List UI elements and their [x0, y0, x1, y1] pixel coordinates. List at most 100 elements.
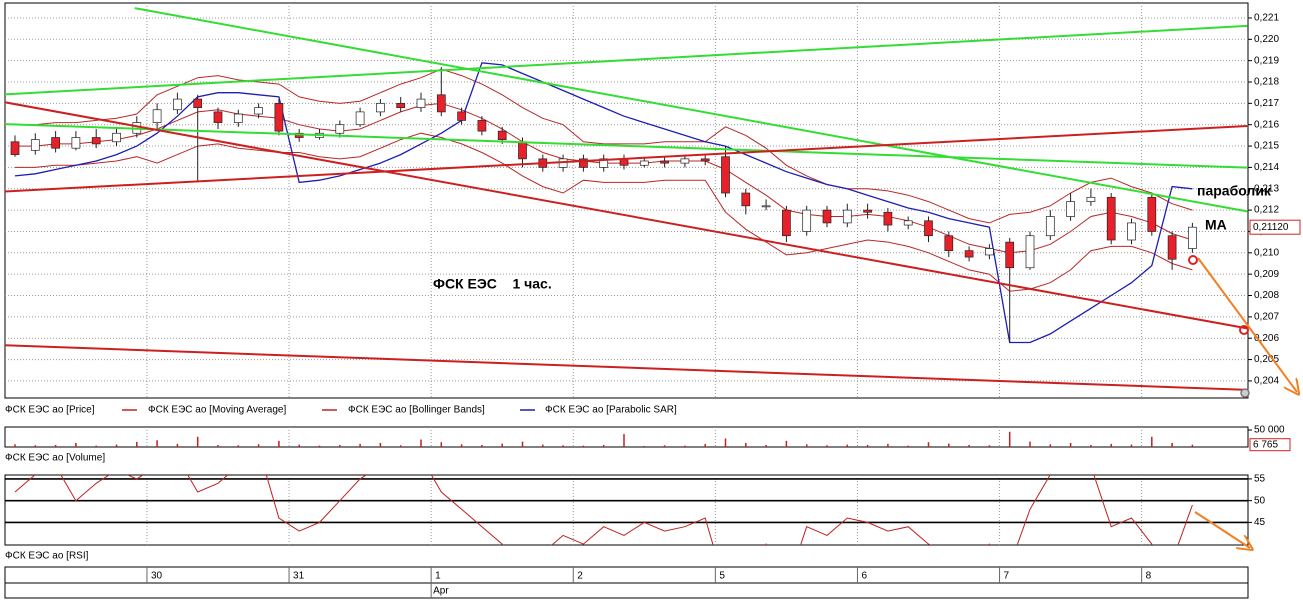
volume-bar [460, 444, 463, 447]
candle-body [173, 98, 182, 111]
x-tick-label: 1 [435, 571, 441, 582]
candle-body [112, 132, 121, 143]
volume-bar [34, 445, 37, 447]
candle-body [822, 209, 832, 224]
candle-body [518, 141, 527, 160]
candle-body [71, 137, 81, 149]
pane-label: ФСК ЕЭС ао [RSI] [5, 551, 89, 562]
x-tick-label: 6 [861, 571, 867, 582]
candle-body [944, 235, 954, 252]
candle-body [1025, 235, 1035, 269]
y-tick-label: 0,212 [1254, 205, 1279, 216]
arrow [1197, 257, 1297, 392]
volume-bar [826, 445, 828, 447]
legend-label: ФСК ЕЭС ао [Moving Average] [148, 405, 286, 416]
legend-label: ФСК ЕЭС ао [Parabolic SAR] [545, 405, 677, 416]
y-tick-label: 0,209 [1254, 269, 1279, 280]
volume-bar [643, 445, 646, 447]
candle-body [924, 220, 933, 237]
candle-body [782, 209, 791, 237]
candle-body [883, 211, 893, 226]
volume-bar [948, 443, 950, 447]
volume-bar [663, 445, 666, 447]
candle-body [660, 160, 669, 164]
volume-bar [887, 443, 889, 447]
candle-body [964, 250, 974, 258]
volume-bar [54, 444, 57, 447]
volume-bar [1191, 444, 1194, 447]
volume-bar [237, 445, 240, 447]
candle-body [1167, 235, 1177, 260]
y-tick-label: 0,210 [1254, 247, 1279, 258]
candle-body [700, 158, 710, 162]
volume-bar [339, 444, 341, 447]
trendline [5, 24, 1248, 96]
arrow [1194, 511, 1250, 548]
candle-body [274, 103, 284, 132]
candle-body [1147, 196, 1157, 232]
volume-bar [1171, 442, 1173, 447]
volume-bar [399, 445, 402, 447]
value-label-box [1249, 438, 1291, 452]
volume-bar [176, 443, 179, 447]
trendline [5, 123, 1248, 169]
candle-body [233, 113, 243, 123]
volume-bar [359, 443, 361, 447]
volume-bar [1008, 431, 1011, 447]
volume-bar [927, 442, 930, 447]
volume-bar [521, 441, 524, 447]
volume-bar [115, 444, 118, 447]
volume-bar [1110, 443, 1112, 447]
volume-bar [988, 445, 991, 447]
value-label: 6 765 [1253, 439, 1278, 450]
annotation: ФСК ЕЭС 1 час. [433, 276, 552, 292]
trendline [5, 344, 1248, 391]
volume-bar [318, 445, 321, 447]
candle-body [51, 137, 60, 149]
volume-bar [846, 444, 849, 447]
volume-bar [785, 440, 788, 447]
y-tick-label: 0,213 [1254, 183, 1279, 194]
y-tick-label: 0,220 [1254, 34, 1279, 45]
candle-body [30, 139, 40, 151]
candle-body [639, 160, 649, 166]
volume-bar [1130, 444, 1133, 447]
volume-bar [582, 445, 585, 447]
candle-body [741, 192, 751, 207]
volume-bar [805, 444, 808, 447]
volume-bar [95, 445, 97, 447]
volume-bar [196, 436, 199, 447]
y-tick-label: 0,221 [1254, 13, 1279, 24]
volume-bar [1069, 442, 1072, 447]
price-label: 0,21120 [1253, 222, 1289, 233]
volume-bar [866, 444, 869, 447]
x-tick-label: 7 [1004, 571, 1010, 582]
candle-body [903, 220, 913, 226]
candle-body [1066, 201, 1075, 217]
marker [1188, 255, 1198, 265]
marker [1239, 325, 1249, 335]
y-tick-label: 45 [1254, 517, 1266, 528]
y-tick-label: 0,217 [1254, 98, 1279, 109]
y-tick-label: 0,218 [1254, 77, 1279, 88]
candle-body [477, 120, 487, 132]
volume-bar [968, 444, 970, 447]
y-tick-label: 0,207 [1254, 312, 1279, 323]
candle-body [842, 209, 852, 224]
volume-bar [1151, 436, 1153, 447]
candle-body [416, 98, 426, 108]
candle-body [680, 158, 690, 164]
bollinger-upper [15, 68, 1193, 224]
y-tick-label: 50 [1254, 495, 1266, 506]
volume-bar [217, 444, 219, 447]
candle-body [985, 248, 994, 256]
candle-body [10, 141, 20, 155]
volume-bar [704, 443, 706, 447]
volume-bar [257, 444, 260, 447]
volume-bar [1029, 441, 1031, 447]
y-tick-label: 50 000 [1254, 425, 1285, 436]
y-tick-label: 55 [1254, 474, 1266, 485]
